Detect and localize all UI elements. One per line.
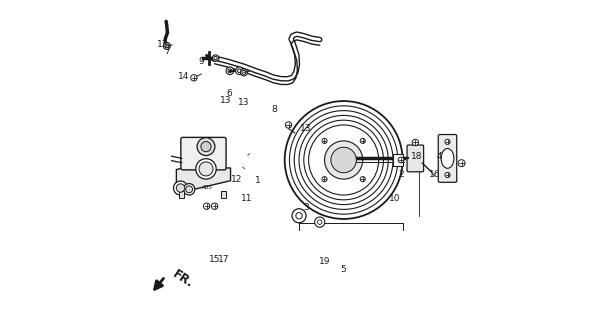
Ellipse shape <box>441 148 454 168</box>
Text: 1: 1 <box>255 176 260 185</box>
Text: 4: 4 <box>437 152 442 161</box>
Text: 18: 18 <box>411 152 422 161</box>
Text: 12: 12 <box>231 175 243 184</box>
Circle shape <box>241 69 247 76</box>
FancyBboxPatch shape <box>438 134 457 182</box>
Text: 17: 17 <box>219 255 230 264</box>
Circle shape <box>185 186 193 193</box>
Text: ABS: ABS <box>201 185 212 189</box>
Circle shape <box>412 139 419 146</box>
Circle shape <box>228 69 232 73</box>
Circle shape <box>196 159 216 179</box>
Circle shape <box>322 138 327 143</box>
Circle shape <box>184 184 195 195</box>
Circle shape <box>296 212 302 219</box>
Circle shape <box>314 217 325 227</box>
Circle shape <box>191 75 197 81</box>
Text: 16: 16 <box>429 170 440 179</box>
Circle shape <box>211 203 218 209</box>
Circle shape <box>214 56 217 60</box>
Circle shape <box>201 141 211 152</box>
FancyBboxPatch shape <box>181 137 226 170</box>
Circle shape <box>165 44 169 48</box>
Circle shape <box>226 67 234 75</box>
FancyBboxPatch shape <box>407 145 424 172</box>
Text: 7: 7 <box>164 47 169 56</box>
Circle shape <box>174 181 187 195</box>
Circle shape <box>317 220 322 224</box>
Text: FR.: FR. <box>170 268 195 291</box>
Circle shape <box>176 184 185 192</box>
Circle shape <box>458 160 465 167</box>
Text: 19: 19 <box>319 258 330 267</box>
Circle shape <box>242 70 246 74</box>
Polygon shape <box>176 168 230 194</box>
Circle shape <box>445 172 450 178</box>
Circle shape <box>238 69 241 73</box>
Circle shape <box>398 157 404 163</box>
Text: 13: 13 <box>238 98 250 107</box>
Circle shape <box>197 138 215 156</box>
Text: 8: 8 <box>271 105 277 114</box>
Text: 13: 13 <box>220 96 231 105</box>
Text: 13: 13 <box>157 40 168 49</box>
Circle shape <box>286 122 292 128</box>
Circle shape <box>285 101 403 219</box>
Circle shape <box>292 209 306 223</box>
Circle shape <box>360 177 365 182</box>
Circle shape <box>322 177 327 182</box>
Bar <box>179 191 184 197</box>
Text: 6: 6 <box>226 89 232 98</box>
Circle shape <box>163 43 170 50</box>
Text: 2: 2 <box>398 170 404 179</box>
Circle shape <box>199 162 213 176</box>
Circle shape <box>445 139 450 144</box>
Circle shape <box>331 147 356 173</box>
Text: 15: 15 <box>209 255 220 264</box>
Text: 14: 14 <box>178 72 189 81</box>
Text: 9: 9 <box>198 57 204 66</box>
Text: 13: 13 <box>300 124 311 132</box>
Circle shape <box>212 55 219 61</box>
Circle shape <box>236 67 243 75</box>
Text: 5: 5 <box>341 265 346 275</box>
Circle shape <box>360 138 365 143</box>
Circle shape <box>325 141 363 179</box>
Text: 10: 10 <box>389 194 400 203</box>
Text: 11: 11 <box>241 194 252 203</box>
Bar <box>393 154 403 166</box>
Text: 3: 3 <box>303 203 309 212</box>
Bar <box>220 191 226 197</box>
Circle shape <box>203 203 210 209</box>
